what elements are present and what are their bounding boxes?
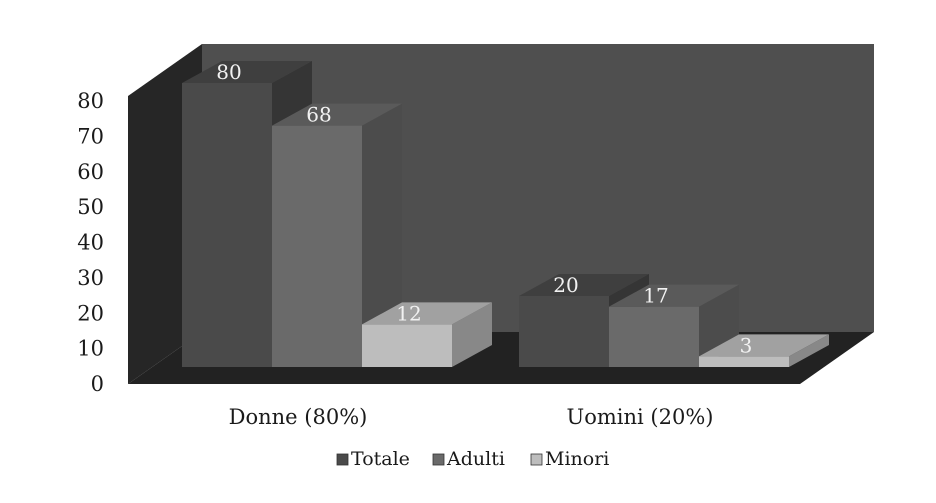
bar: [272, 125, 362, 367]
bar-side: [789, 334, 829, 367]
y-tick-label: 30: [77, 266, 104, 290]
data-label: 80: [216, 60, 241, 84]
bar-top: [699, 334, 829, 357]
bars: 80 68 12 20 17 3: [182, 60, 829, 367]
x-axis: Donne (80%) Uomini (20%): [229, 405, 714, 429]
y-tick-label: 20: [77, 301, 104, 325]
y-tick-label: 40: [77, 231, 104, 255]
bar: [182, 83, 272, 367]
legend-label: Minori: [545, 448, 609, 470]
y-tick-label: 50: [77, 195, 104, 219]
legend-label: Adulti: [446, 448, 505, 470]
bar-top: [362, 302, 492, 325]
y-axis: 0 10 20 30 40 50 60 70 80: [77, 89, 104, 396]
bar: [362, 324, 452, 367]
y-tick-label: 70: [77, 124, 104, 148]
bar: [699, 356, 789, 367]
legend-label: Totale: [351, 448, 410, 470]
data-label: 17: [643, 284, 668, 308]
bar: [609, 306, 699, 367]
data-label: 12: [396, 301, 421, 325]
y-tick-label: 80: [77, 89, 104, 113]
x-category-label: Donne (80%): [229, 405, 368, 429]
bar-top: [182, 61, 312, 83]
bar-top: [609, 284, 739, 307]
legend: Totale Adulti Minori: [336, 448, 609, 470]
data-label: 20: [553, 273, 578, 297]
legend-swatch: [530, 453, 543, 466]
legend-swatch: [432, 453, 445, 466]
bar-side: [362, 103, 402, 367]
bar: [519, 296, 609, 367]
y-tick-label: 10: [77, 337, 104, 361]
bar-top: [272, 103, 402, 126]
bar-side: [452, 302, 492, 367]
bar-top: [519, 274, 649, 296]
data-label: 3: [740, 333, 753, 357]
x-category-label: Uomini (20%): [567, 405, 714, 429]
y-tick-label: 0: [91, 372, 104, 396]
data-label: 68: [306, 103, 331, 127]
legend-swatch: [336, 453, 349, 466]
y-tick-label: 60: [77, 160, 104, 184]
